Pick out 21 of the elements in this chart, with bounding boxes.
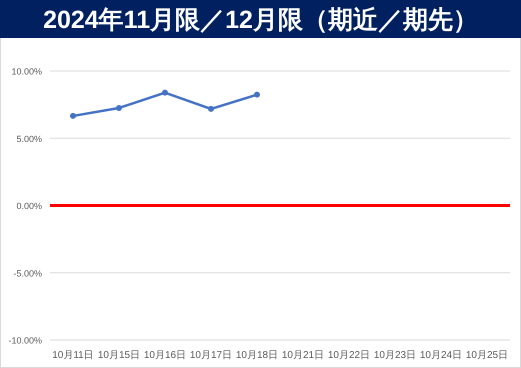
y-tick-label: -5.00% [13, 268, 42, 278]
point [70, 112, 76, 119]
x-tick-label: 10月11日 [52, 350, 94, 361]
x-tick-label: 10月16日 [144, 350, 186, 361]
x-tick-label: 10月23日 [374, 350, 416, 361]
x-tick-label: 10月25日 [466, 350, 508, 361]
x-tick-label: 10月24日 [420, 350, 462, 361]
point [208, 106, 214, 112]
x-tick-label: 10月18日 [236, 350, 278, 361]
y-tick-label: 0.00% [16, 201, 42, 211]
point [116, 104, 122, 111]
y-tick-label: -10.00% [8, 336, 42, 346]
y-tick-label: 10.00% [11, 66, 42, 76]
chart-title: 2024年11月限／12月限（期近／期先） [43, 6, 478, 34]
y-tick-label: 5.00% [16, 134, 42, 144]
x-tick-label: 10月21日 [282, 350, 324, 361]
x-tick-label: 10月22日 [328, 350, 370, 361]
point [162, 90, 168, 96]
point [254, 92, 260, 98]
x-tick-label: 10月17日 [190, 350, 232, 361]
x-tick-label: 10月15日 [98, 350, 140, 361]
